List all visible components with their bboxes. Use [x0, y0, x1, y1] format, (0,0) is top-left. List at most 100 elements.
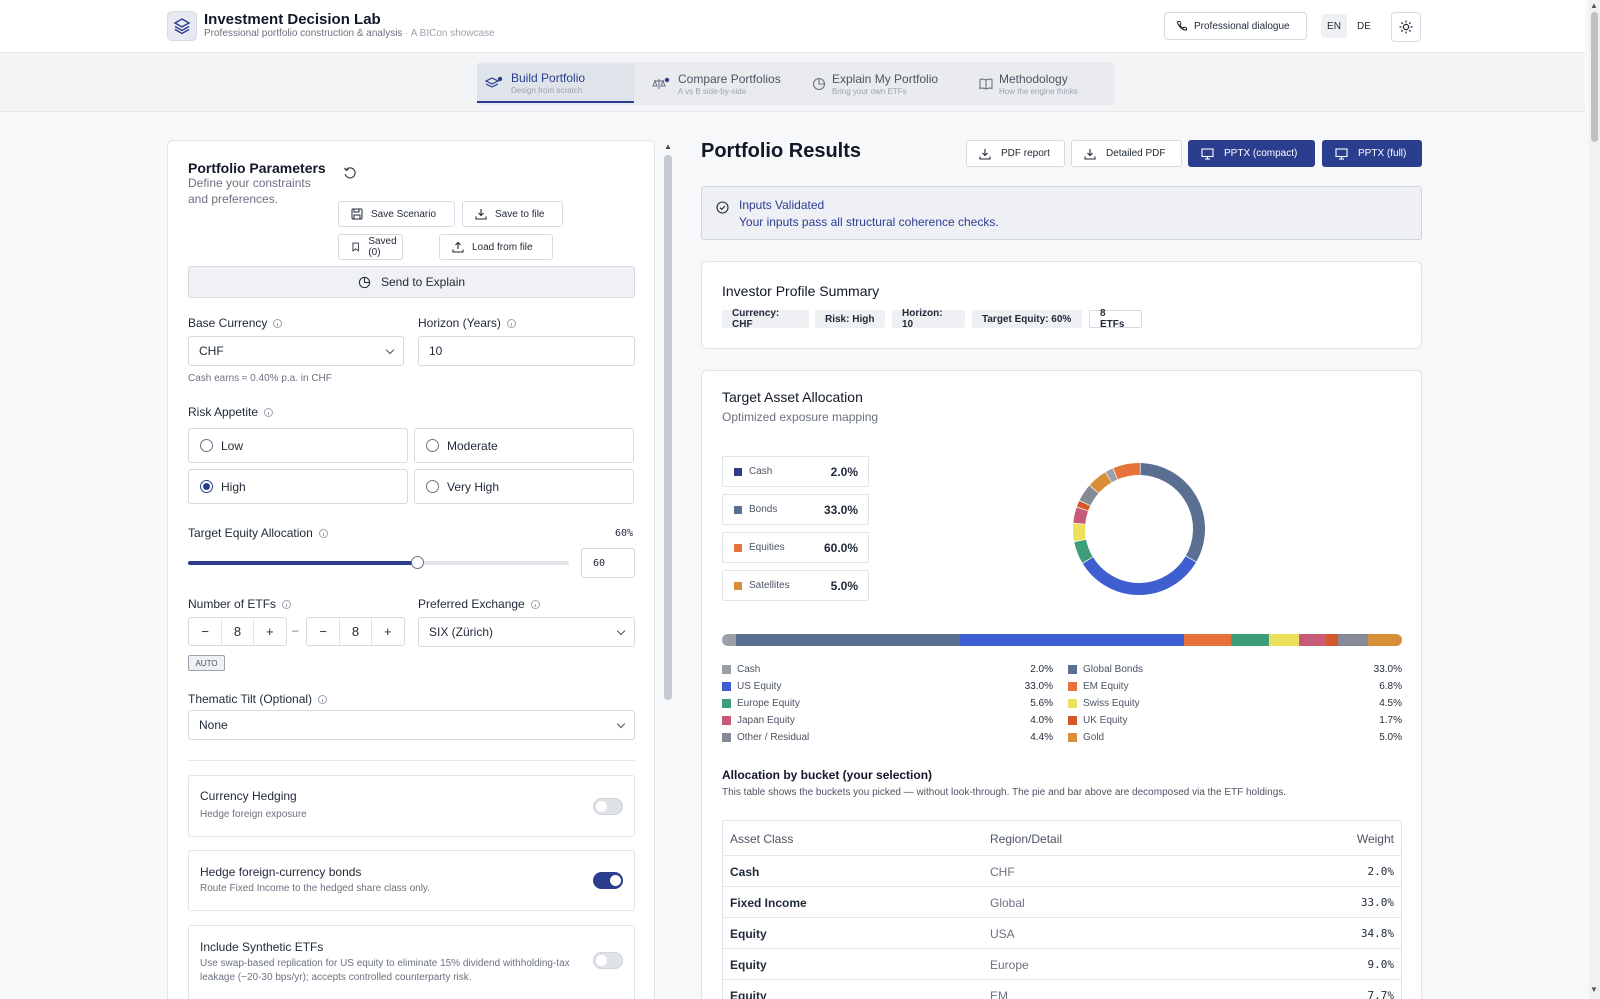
info-icon[interactable]	[282, 599, 292, 609]
panel-scroll-up-arrow[interactable]: ▲	[664, 142, 672, 151]
hedge-bonds-toggle[interactable]	[593, 872, 623, 889]
legend-swatch	[734, 582, 742, 590]
donut-slice[interactable]	[1073, 507, 1089, 525]
radio-selected-icon	[200, 480, 213, 493]
tab-build-portfolio[interactable]: Build Portfolio Design from scratch	[477, 64, 634, 103]
tab-explain-portfolio[interactable]: Explain My Portfolio Bring your own ETFs	[804, 64, 954, 103]
stacked-bar-segment[interactable]	[1338, 634, 1368, 646]
saved-scenarios-button[interactable]: Saved (0)	[338, 234, 403, 260]
app-logo	[167, 11, 197, 41]
column-header[interactable]: Weight	[1356, 832, 1394, 846]
page-scroll-down-arrow[interactable]: ▼	[1590, 985, 1598, 994]
download-icon	[1084, 148, 1096, 160]
page-scrollbar-track[interactable]	[1589, 0, 1600, 999]
donut-slice[interactable]	[1073, 523, 1086, 542]
risk-option-moderate[interactable]: Moderate	[414, 428, 634, 463]
stacked-bar-segment[interactable]	[722, 634, 736, 646]
legend-item: EM Equity	[1068, 681, 1129, 692]
pdf-report-button[interactable]: PDF report	[966, 140, 1065, 167]
lang-en-button[interactable]: EN	[1321, 14, 1347, 38]
plus-button[interactable]: +	[384, 624, 392, 639]
info-icon[interactable]	[264, 407, 274, 417]
plus-button[interactable]: +	[266, 624, 274, 639]
lang-de-button[interactable]: DE	[1357, 20, 1371, 32]
pptx-compact-button[interactable]: PPTX (compact)	[1188, 140, 1315, 167]
preferred-exchange-value: SIX (Zürich)	[429, 625, 494, 639]
table-row: Equity USA 34.8%	[723, 917, 1401, 948]
table-row: Cash CHF 2.0%	[723, 855, 1401, 886]
pptx-full-label: PPTX (full)	[1358, 148, 1407, 159]
cash-rate-hint: Cash earns ≈ 0.40% p.a. in CHF	[188, 373, 332, 384]
donut-slice[interactable]	[1079, 485, 1099, 506]
cell-weight: 33.0%	[1360, 896, 1394, 909]
load-from-file-label: Load from file	[472, 241, 533, 253]
base-currency-select[interactable]: CHF	[188, 336, 404, 366]
donut-slice[interactable]	[1082, 556, 1196, 595]
save-scenario-button[interactable]: Save Scenario	[338, 201, 455, 227]
risk-option-high[interactable]: High	[188, 469, 408, 504]
panel-scrollbar[interactable]	[664, 155, 672, 700]
minus-button[interactable]: −	[319, 624, 327, 639]
cell-asset-class: Fixed Income	[730, 896, 807, 910]
stacked-bar-segment[interactable]	[1184, 634, 1231, 646]
stacked-bar-segment[interactable]	[1326, 634, 1339, 646]
pptx-full-button[interactable]: PPTX (full)	[1322, 140, 1422, 167]
donut-slice[interactable]	[1074, 539, 1093, 563]
etf-max-value[interactable]: 8	[339, 618, 372, 645]
tab-compare-portfolios[interactable]: Compare Portfolios A vs B side-by-side	[644, 64, 796, 103]
info-icon[interactable]	[318, 528, 328, 538]
info-icon[interactable]	[273, 318, 283, 328]
send-to-explain-button[interactable]: Send to Explain	[188, 266, 635, 298]
professional-dialogue-button[interactable]: Professional dialogue	[1164, 12, 1307, 40]
bookmark-icon	[352, 242, 359, 252]
stacked-bar-segment[interactable]	[959, 634, 1185, 646]
currency-hedging-toggle[interactable]	[593, 798, 623, 815]
phone-icon	[1176, 21, 1187, 31]
preferred-exchange-select[interactable]: SIX (Zürich)	[418, 617, 635, 647]
equity-number-input[interactable]: 60	[581, 548, 635, 578]
detailed-pdf-button[interactable]: Detailed PDF	[1071, 140, 1182, 167]
bucket-value: 5.0%	[830, 579, 858, 593]
horizon-input[interactable]: 10	[418, 336, 635, 366]
stacked-bar-segment[interactable]	[1268, 634, 1300, 646]
page-scrollbar[interactable]	[1591, 12, 1598, 142]
donut-slice[interactable]	[1140, 463, 1205, 562]
legend-item: US Equity	[722, 681, 781, 692]
monitor-icon	[1201, 147, 1214, 160]
book-icon	[979, 78, 993, 90]
info-icon[interactable]	[506, 318, 516, 328]
reset-icon[interactable]	[343, 166, 359, 182]
risk-option-low[interactable]: Low	[188, 428, 408, 463]
column-header[interactable]: Asset Class	[730, 832, 794, 846]
minus-button[interactable]: −	[201, 624, 209, 639]
donut-slice[interactable]	[1076, 500, 1091, 511]
stacked-bar-segment[interactable]	[1367, 634, 1402, 646]
donut-slice[interactable]	[1113, 463, 1141, 480]
page-scroll-up-arrow[interactable]: ▲	[1590, 1, 1598, 10]
save-to-file-button[interactable]: Save to file	[462, 201, 563, 227]
base-currency-label-text: Base Currency	[188, 316, 268, 330]
cell-asset-class: Cash	[730, 865, 760, 879]
risk-option-very-high[interactable]: Very High	[414, 469, 634, 504]
detailed-pdf-label: Detailed PDF	[1106, 148, 1166, 159]
legend-value: 1.7%	[1379, 715, 1402, 726]
legend-value: 5.0%	[1379, 732, 1402, 743]
etf-min-value[interactable]: 8	[221, 618, 254, 645]
pie-icon	[358, 276, 371, 288]
toggle-subtitle: Hedge foreign exposure	[200, 809, 307, 820]
synthetic-etfs-toggle[interactable]	[593, 952, 623, 969]
equity-slider-handle[interactable]	[410, 556, 424, 569]
donut-slice[interactable]	[1089, 472, 1112, 494]
info-icon[interactable]	[318, 694, 328, 704]
legend-swatch	[722, 682, 731, 691]
stacked-bar-segment[interactable]	[735, 634, 960, 646]
info-icon[interactable]	[530, 599, 540, 609]
load-from-file-button[interactable]: Load from file	[439, 234, 553, 260]
stacked-bar-segment[interactable]	[1230, 634, 1269, 646]
stacked-bar-segment[interactable]	[1299, 634, 1327, 646]
tab-methodology[interactable]: Methodology How the engine thinks	[971, 64, 1111, 103]
column-header[interactable]: Region/Detail	[990, 832, 1063, 846]
thematic-tilt-select[interactable]: None	[188, 710, 635, 740]
theme-toggle-button[interactable]	[1391, 12, 1421, 42]
donut-slice[interactable]	[1105, 468, 1118, 483]
